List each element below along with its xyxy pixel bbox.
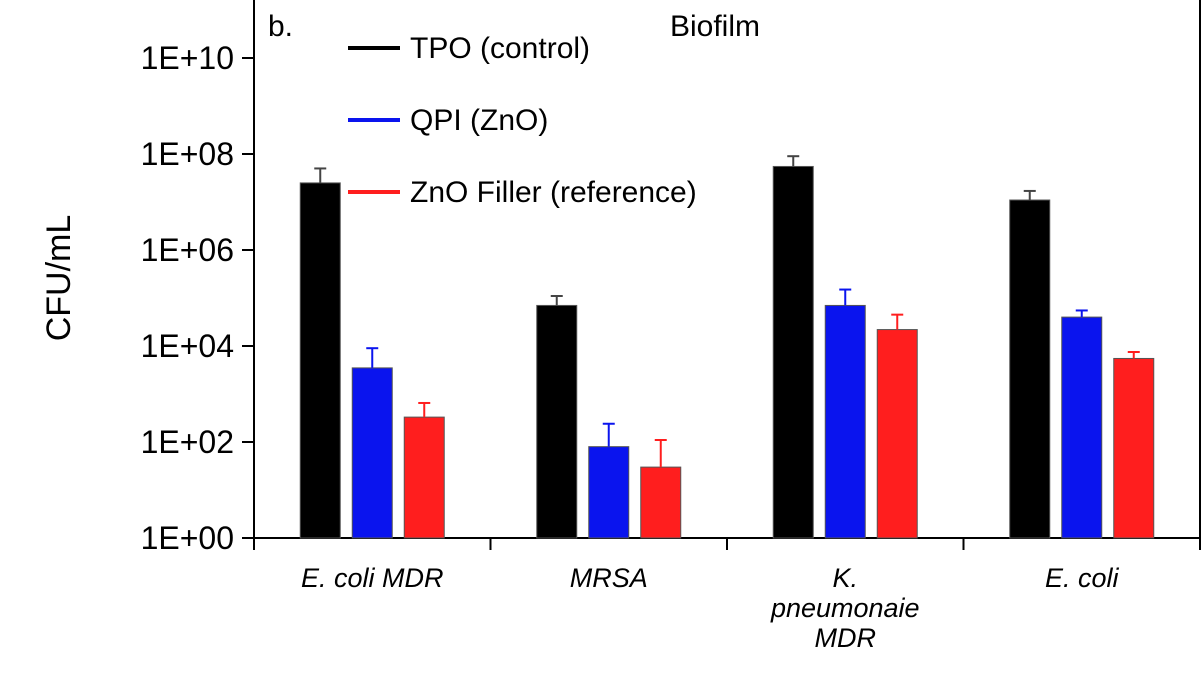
bar [1009,199,1051,539]
bar [1113,357,1155,539]
panel-label: b. [268,10,293,43]
legend-label: QPI (ZnO) [410,104,548,137]
legend: TPO (control) QPI (ZnO) ZnO Filler (refere… [348,32,697,209]
axes: 1E+00 1E+02 1E+04 1E+06 1E+08 1E+10 E. coli MD… [141,0,1201,653]
y-tick-label: 1E+08 [141,136,234,172]
legend-label: ZnO Filler (reference) [410,176,697,209]
x-category-label: E. coli MDR [301,563,444,593]
bar [299,182,341,539]
x-category-label: pneumonaie [770,593,920,623]
y-tick-label: 1E+10 [141,40,234,76]
bar [824,304,866,539]
bar [876,329,918,539]
legend-label: TPO (control) [410,32,590,65]
bar [588,446,630,539]
bar [351,367,393,539]
bar [403,416,445,539]
bar [536,304,578,539]
y-tick-label: 1E+06 [141,232,234,268]
y-axis-label: CFU/mL [40,215,78,342]
y-tick-label: 1E+04 [141,328,234,364]
x-category-label: MDR [815,623,877,653]
bar [640,466,682,539]
y-tick-label: 1E+02 [141,424,234,460]
bar [1061,316,1103,539]
bar [772,165,814,539]
x-category-label: E. coli [1045,563,1120,593]
x-category-label: MRSA [570,563,648,593]
y-tick-label: 1E+00 [141,520,234,556]
chart-title: Biofilm [670,10,760,43]
x-category-label: K. [832,563,858,593]
bars [299,155,1155,539]
